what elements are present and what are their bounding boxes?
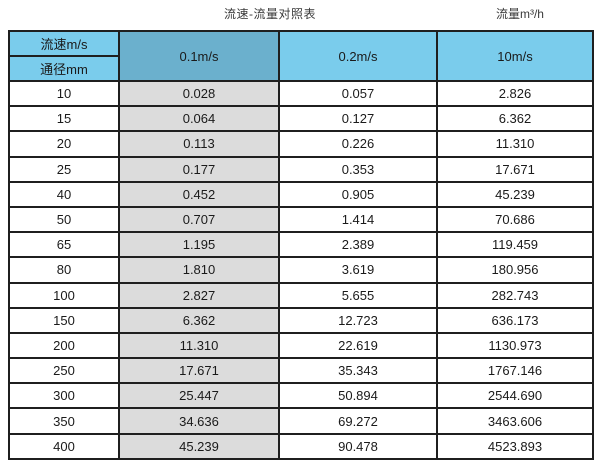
flow-value-cell: 1130.973 (436, 331, 594, 360)
column-header-speed-0-2: 0.2m/s (278, 30, 438, 82)
table-row: 20 0.113 0.226 11.310 (8, 130, 594, 158)
flow-value-cell: 2.827 (118, 281, 280, 309)
diameter-cell: 350 (8, 407, 120, 435)
title-bar: 流速-流量对照表 流量m³/h (0, 0, 600, 30)
table-row: 50 0.707 1.414 70.686 (8, 205, 594, 234)
diameter-cell: 20 (8, 130, 120, 158)
flow-value-cell: 0.127 (278, 105, 438, 133)
flow-value-cell: 34.636 (118, 407, 280, 435)
flow-value-cell: 636.173 (436, 306, 594, 334)
diameter-cell: 300 (8, 382, 120, 410)
flow-value-cell: 22.619 (278, 331, 438, 360)
table-row: 250 17.671 35.343 1767.146 (8, 357, 594, 385)
flow-value-cell: 50.894 (278, 382, 438, 410)
table-row: 100 2.827 5.655 282.743 (8, 281, 594, 309)
header-row-top: 流速m/s 0.1m/s 0.2m/s 10m/s (8, 30, 594, 82)
flow-value-cell: 45.239 (436, 180, 594, 208)
flow-value-cell: 0.113 (118, 130, 280, 158)
flow-value-cell: 2.389 (278, 231, 438, 259)
flow-value-cell: 69.272 (278, 407, 438, 435)
flow-value-cell: 0.905 (278, 180, 438, 208)
flow-value-cell: 0.707 (118, 205, 280, 234)
flow-value-cell: 0.452 (118, 180, 280, 208)
diameter-cell: 400 (8, 432, 120, 460)
flow-value-cell: 70.686 (436, 205, 594, 234)
flow-unit-label: 流量m³/h (495, 7, 544, 21)
column-header-speed-10: 10m/s (436, 30, 594, 82)
table-row: 300 25.447 50.894 2544.690 (8, 382, 594, 410)
flow-value-cell: 11.310 (436, 130, 594, 158)
flow-value-cell: 2544.690 (436, 382, 594, 410)
table-header: 流速m/s 0.1m/s 0.2m/s 10m/s 通径mm (8, 30, 594, 82)
table-row: 200 11.310 22.619 1130.973 (8, 331, 594, 360)
flow-value-cell: 17.671 (436, 155, 594, 183)
flow-value-cell: 119.459 (436, 231, 594, 259)
flow-rate-table: 流速m/s 0.1m/s 0.2m/s 10m/s 通径mm 10 0.028 0.… (8, 30, 594, 460)
flow-value-cell: 2.826 (436, 79, 594, 108)
table-row: 10 0.028 0.057 2.826 (8, 79, 594, 108)
corner-label-velocity: 流速m/s (8, 30, 120, 57)
flow-value-cell: 0.057 (278, 79, 438, 108)
diameter-cell: 15 (8, 105, 120, 133)
table-body: 10 0.028 0.057 2.826 15 0.064 0.127 6.362 20 0.11… (8, 79, 594, 460)
diameter-cell: 250 (8, 357, 120, 385)
flow-value-cell: 35.343 (278, 357, 438, 385)
diameter-cell: 100 (8, 281, 120, 309)
flow-value-cell: 0.177 (118, 155, 280, 183)
flow-value-cell: 0.353 (278, 155, 438, 183)
flow-value-cell: 11.310 (118, 331, 280, 360)
flow-value-cell: 6.362 (118, 306, 280, 334)
diameter-cell: 200 (8, 331, 120, 360)
flow-value-cell: 1.810 (118, 256, 280, 284)
flow-value-cell: 0.028 (118, 79, 280, 108)
flow-value-cell: 1.414 (278, 205, 438, 234)
diameter-cell: 80 (8, 256, 120, 284)
diameter-cell: 10 (8, 79, 120, 108)
flow-value-cell: 3463.606 (436, 407, 594, 435)
flow-value-cell: 5.655 (278, 281, 438, 309)
table-row: 15 0.064 0.127 6.362 (8, 105, 594, 133)
flow-value-cell: 25.447 (118, 382, 280, 410)
flow-value-cell: 45.239 (118, 432, 280, 460)
table-row: 40 0.452 0.905 45.239 (8, 180, 594, 208)
flow-value-cell: 3.619 (278, 256, 438, 284)
table-row: 150 6.362 12.723 636.173 (8, 306, 594, 334)
table-row: 25 0.177 0.353 17.671 (8, 155, 594, 183)
table-row: 400 45.239 90.478 4523.893 (8, 432, 594, 460)
flow-value-cell: 1767.146 (436, 357, 594, 385)
flow-value-cell: 12.723 (278, 306, 438, 334)
flow-value-cell: 0.226 (278, 130, 438, 158)
diameter-cell: 150 (8, 306, 120, 334)
diameter-cell: 65 (8, 231, 120, 259)
flow-value-cell: 6.362 (436, 105, 594, 133)
diameter-cell: 50 (8, 205, 120, 234)
header-row-bottom: 通径mm (8, 55, 593, 82)
flow-value-cell: 1.195 (118, 231, 280, 259)
flow-value-cell: 17.671 (118, 357, 280, 385)
flow-value-cell: 4523.893 (436, 432, 594, 460)
table-row: 80 1.810 3.619 180.956 (8, 256, 594, 284)
table-title: 流速-流量对照表 (224, 7, 316, 21)
flow-value-cell: 282.743 (436, 281, 594, 309)
flow-value-cell: 180.956 (436, 256, 594, 284)
table-row: 65 1.195 2.389 119.459 (8, 231, 594, 259)
flow-value-cell: 90.478 (278, 432, 438, 460)
flow-value-cell: 0.064 (118, 105, 280, 133)
table-row: 350 34.636 69.272 3463.606 (8, 407, 594, 435)
diameter-cell: 40 (8, 180, 120, 208)
column-header-speed-0-1: 0.1m/s (118, 30, 280, 82)
diameter-cell: 25 (8, 155, 120, 183)
corner-label-diameter: 通径mm (8, 55, 120, 82)
